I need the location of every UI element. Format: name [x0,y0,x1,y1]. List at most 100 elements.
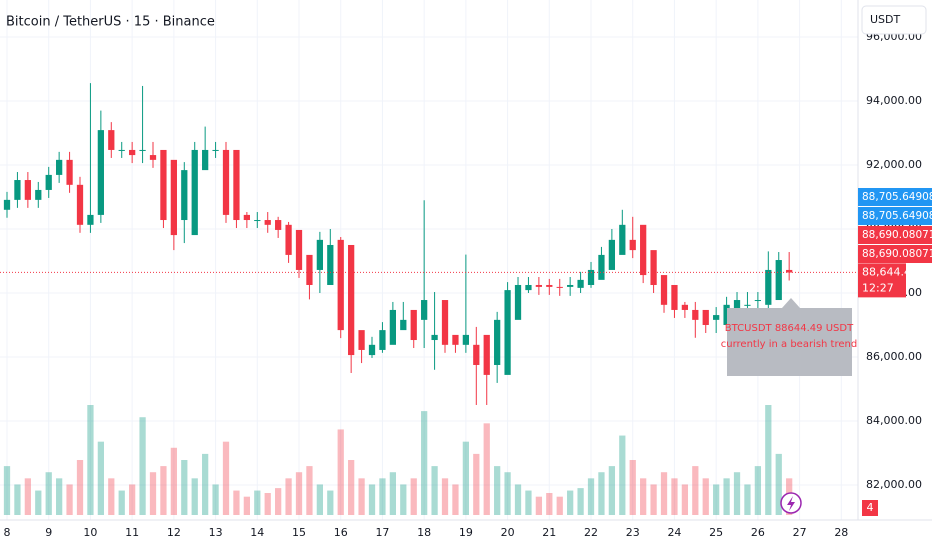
candle-body [514,284,522,320]
candle-body [400,319,407,331]
price-label-box [858,226,932,244]
volume-bar [514,484,522,515]
candle-body [97,130,104,215]
candle-body [619,224,626,255]
volume-bar [327,490,334,515]
candle-body [149,155,157,160]
volume-bar [129,484,136,515]
volume-bar [587,478,595,515]
volume-bar [337,429,344,515]
volume-bar [202,453,209,515]
x-tick-label: 9 [45,526,52,539]
volume-bar [504,472,511,515]
volume-bar [671,478,678,515]
volume-bar [462,441,470,515]
price-label-box [858,207,932,225]
volume-bar [358,478,365,515]
price-label: 88,705.649086 [862,191,932,203]
volume-bar [577,488,584,515]
candle-body [389,309,396,345]
chart-title: Bitcoin / TetherUS · 15 · Binance [6,15,215,30]
candle-body [660,275,668,305]
x-tick-label: 8 [4,526,11,539]
volume-bar [567,490,574,515]
last-price-label: 88,644.49 [862,265,918,278]
x-tick-label: 12 [167,526,181,539]
volume-bar [233,490,240,515]
volume-bar [243,496,250,515]
candle-body [671,284,678,310]
volume-bar [295,472,303,515]
volume-bar [45,472,52,515]
x-tick-label: 27 [793,526,807,539]
candle-body [56,159,63,175]
y-tick-label: 86,000.00 [866,350,922,363]
candle-body [535,284,543,287]
volume-bar [170,447,177,515]
candle-body [285,224,292,255]
candle-body [713,315,720,320]
volume-bar [118,490,125,515]
candle-body [139,149,146,151]
annotation-line: currently in a bearish trend [721,339,857,350]
volume-bar [556,496,563,515]
candle-body [754,300,762,302]
currency-button-label[interactable]: USDT [870,13,901,26]
candle-body [379,330,386,350]
candle-body [327,244,334,285]
volume-bar [681,484,689,515]
candle-body [348,244,355,356]
currency-button[interactable] [861,5,927,35]
candle-body [222,149,230,215]
volume-bar [441,478,449,515]
last-price-box [858,263,906,298]
volume-bar [629,460,636,515]
volume-bar [285,478,292,515]
annotation-line: BTCUSDT 88644.49 USDT [725,323,854,334]
volume-bar [316,484,323,515]
candle-body [212,149,219,151]
candle-body [129,149,136,156]
candle-body [3,199,11,210]
volume-bar [97,441,104,515]
candle-body [786,269,793,273]
volume-bar [348,460,355,515]
volume-bar [754,466,762,515]
volume-bar [744,484,751,515]
candle-body [45,174,52,190]
candle-body [14,180,21,200]
volume-bar [483,423,490,515]
volume-bar [494,466,501,515]
volume-bar [723,478,730,515]
y-tick-label: 94,000.00 [866,94,922,107]
volume-bar [181,460,188,515]
annotation-box [727,308,852,376]
price-label: 88,690.080718 [862,248,932,260]
volume-bar [275,488,282,515]
volume-bar [640,478,647,515]
price-label: 88,705.649086 [862,210,932,222]
volume-bar [56,478,63,515]
volume-bar [431,466,438,515]
x-tick-label: 14 [250,526,264,539]
volume-bar [66,484,73,515]
badge-label: 4 [867,501,874,514]
volume-bar [264,493,271,515]
candle-body [306,254,313,285]
volume-bar [191,478,198,515]
candle-body [160,149,167,221]
candle-body [494,319,501,365]
candle-body [587,269,595,285]
volume-bar [692,466,699,515]
candle-body [504,290,511,375]
candle-body [775,260,782,301]
candle-body [608,239,616,270]
x-tick-label: 24 [667,526,681,539]
candle-body [640,224,647,276]
badge-box [862,500,878,516]
volume-bar [473,453,480,515]
volume-bar [535,496,543,515]
candle-body [692,309,699,320]
volume-bar [212,484,219,515]
